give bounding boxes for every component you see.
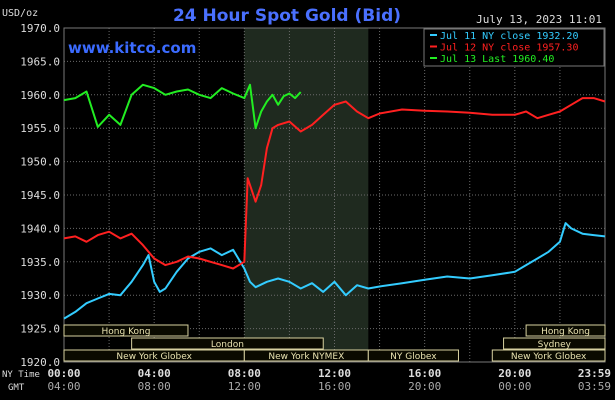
legend-box [423,28,605,67]
market-session-label: New York Globex [511,352,587,362]
timestamp-label: July 13, 2023 11:01 [476,13,602,26]
x-tick-label-ny: 23:59 [578,367,611,380]
x-tick-label-gmt: 16:00 [318,380,351,393]
chart-title: 24 Hour Spot Gold (Bid) [173,6,401,26]
y-tick-label: 1940.0 [20,222,60,235]
y-unit-label: USD/oz [2,8,38,19]
market-session-label: NY Globex [390,352,437,362]
y-tick-label: 1970.0 [20,22,60,35]
y-tick-label: 1945.0 [20,189,60,202]
market-session-label: London [211,340,244,350]
x-tick-label-gmt: 20:00 [408,380,441,393]
market-session-bar [63,324,189,337]
x-row-label-gmt: GMT [8,383,25,393]
plot-area [63,27,606,363]
y-tick-label: 1950.0 [20,156,60,169]
market-session-label: Hong Kong [541,327,590,337]
legend-entry: Jul 13 Last 1960.40 [440,54,554,65]
watermark-text: www.kitco.com [68,39,196,57]
series-line-jul-11 [63,222,606,320]
market-sessions: Hong Kong Hong Kong London Sydney New York G… [63,324,606,362]
market-session-bar [491,349,606,362]
y-tick-label: 1920.0 [20,356,60,369]
series-line-jul-12 [63,97,606,270]
x-tick-label-gmt: 12:00 [228,380,261,393]
market-session-bar [503,337,606,350]
market-session-label: New York NYMEX [268,352,344,362]
x-tick-label-ny: 08:00 [228,367,261,380]
market-session-bar [525,324,606,337]
x-tick-label-ny: 04:00 [138,367,171,380]
y-tick-label: 1930.0 [20,289,60,302]
x-tick-label-ny: 00:00 [47,367,80,380]
plot-frame [63,27,606,363]
market-session-bar [131,337,324,350]
x-tick-label-gmt: 03:59 [578,380,611,393]
y-tick-label: 1965.0 [20,55,60,68]
legend-entry: Jul 12 NY close 1957.30 [440,43,578,54]
x-tick-label-ny: 20:00 [498,367,531,380]
x-tick-label-ny: 16:00 [408,367,441,380]
x-tick-label-gmt: 08:00 [138,380,171,393]
legend-entry: Jul 11 NY close 1932.20 [440,31,578,42]
y-tick-label: 1935.0 [20,256,60,269]
market-session-label: New York Globex [116,352,192,362]
axes: 1970.0 1965.0 1960.0 1955.0 1950.0 1945.0 1940… [2,22,611,393]
x-tick-label-gmt: 00:00 [498,380,531,393]
x-tick-label-ny: 12:00 [318,367,351,380]
series-line-jul-13 [63,83,302,130]
y-tick-label: 1960.0 [20,89,60,102]
market-session-label: Hong Kong [102,327,151,337]
shaded-session-band [244,28,369,362]
market-session-label: Sydney [538,340,572,350]
x-tick-label-gmt: 04:00 [47,380,80,393]
market-session-bar [367,349,459,362]
y-tick-label: 1955.0 [20,122,60,135]
y-tick-label: 1925.0 [20,323,60,336]
x-row-label-ny: NY Time [2,370,40,380]
